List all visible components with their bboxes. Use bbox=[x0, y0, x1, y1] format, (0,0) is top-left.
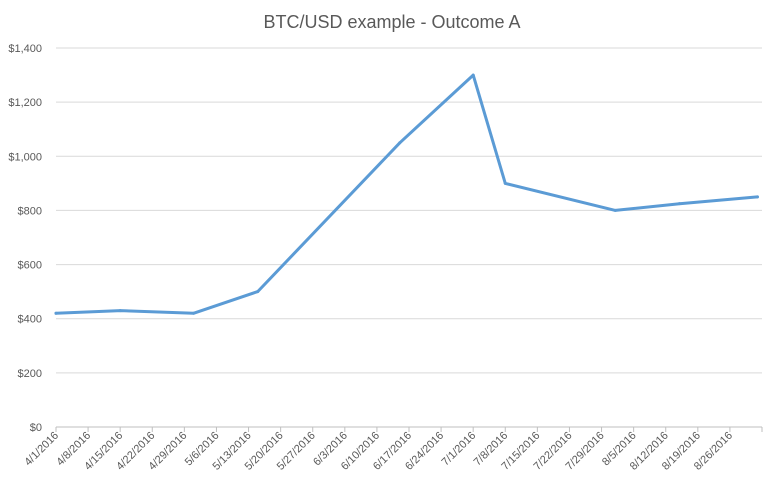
data-point bbox=[192, 311, 196, 315]
y-tick-label: $800 bbox=[18, 205, 42, 217]
y-tick-label: $200 bbox=[18, 368, 42, 380]
data-point bbox=[54, 311, 58, 315]
data-point bbox=[256, 290, 260, 294]
x-axis-tick-labels: 4/1/20164/8/20164/15/20164/22/20164/29/2… bbox=[22, 430, 735, 473]
data-point bbox=[613, 208, 617, 212]
y-axis-tick-labels: $0 $200 $400 $600 $800 $1,000 $1,200 $1,400 bbox=[8, 43, 42, 434]
y-tick-label: $600 bbox=[18, 260, 42, 272]
data-point bbox=[755, 195, 759, 199]
x-tick-label: 4/1/2016 bbox=[22, 430, 61, 469]
data-point bbox=[503, 181, 507, 185]
axes bbox=[55, 426, 763, 432]
y-tick-label: $1,000 bbox=[8, 151, 42, 163]
x-tick-label: 7/1/2016 bbox=[440, 430, 479, 469]
y-tick-label: $400 bbox=[18, 314, 42, 326]
data-point bbox=[471, 73, 475, 77]
chart-title: BTC/USD example - Outcome A bbox=[263, 12, 521, 32]
series-layer bbox=[54, 73, 759, 315]
gridlines bbox=[56, 47, 762, 374]
data-point bbox=[118, 309, 122, 313]
y-tick-label: $0 bbox=[30, 422, 42, 434]
y-tick-label: $1,400 bbox=[8, 43, 42, 55]
series-line bbox=[54, 73, 759, 315]
data-point bbox=[398, 141, 402, 145]
data-point bbox=[677, 202, 681, 206]
y-tick-label: $1,200 bbox=[8, 97, 42, 109]
